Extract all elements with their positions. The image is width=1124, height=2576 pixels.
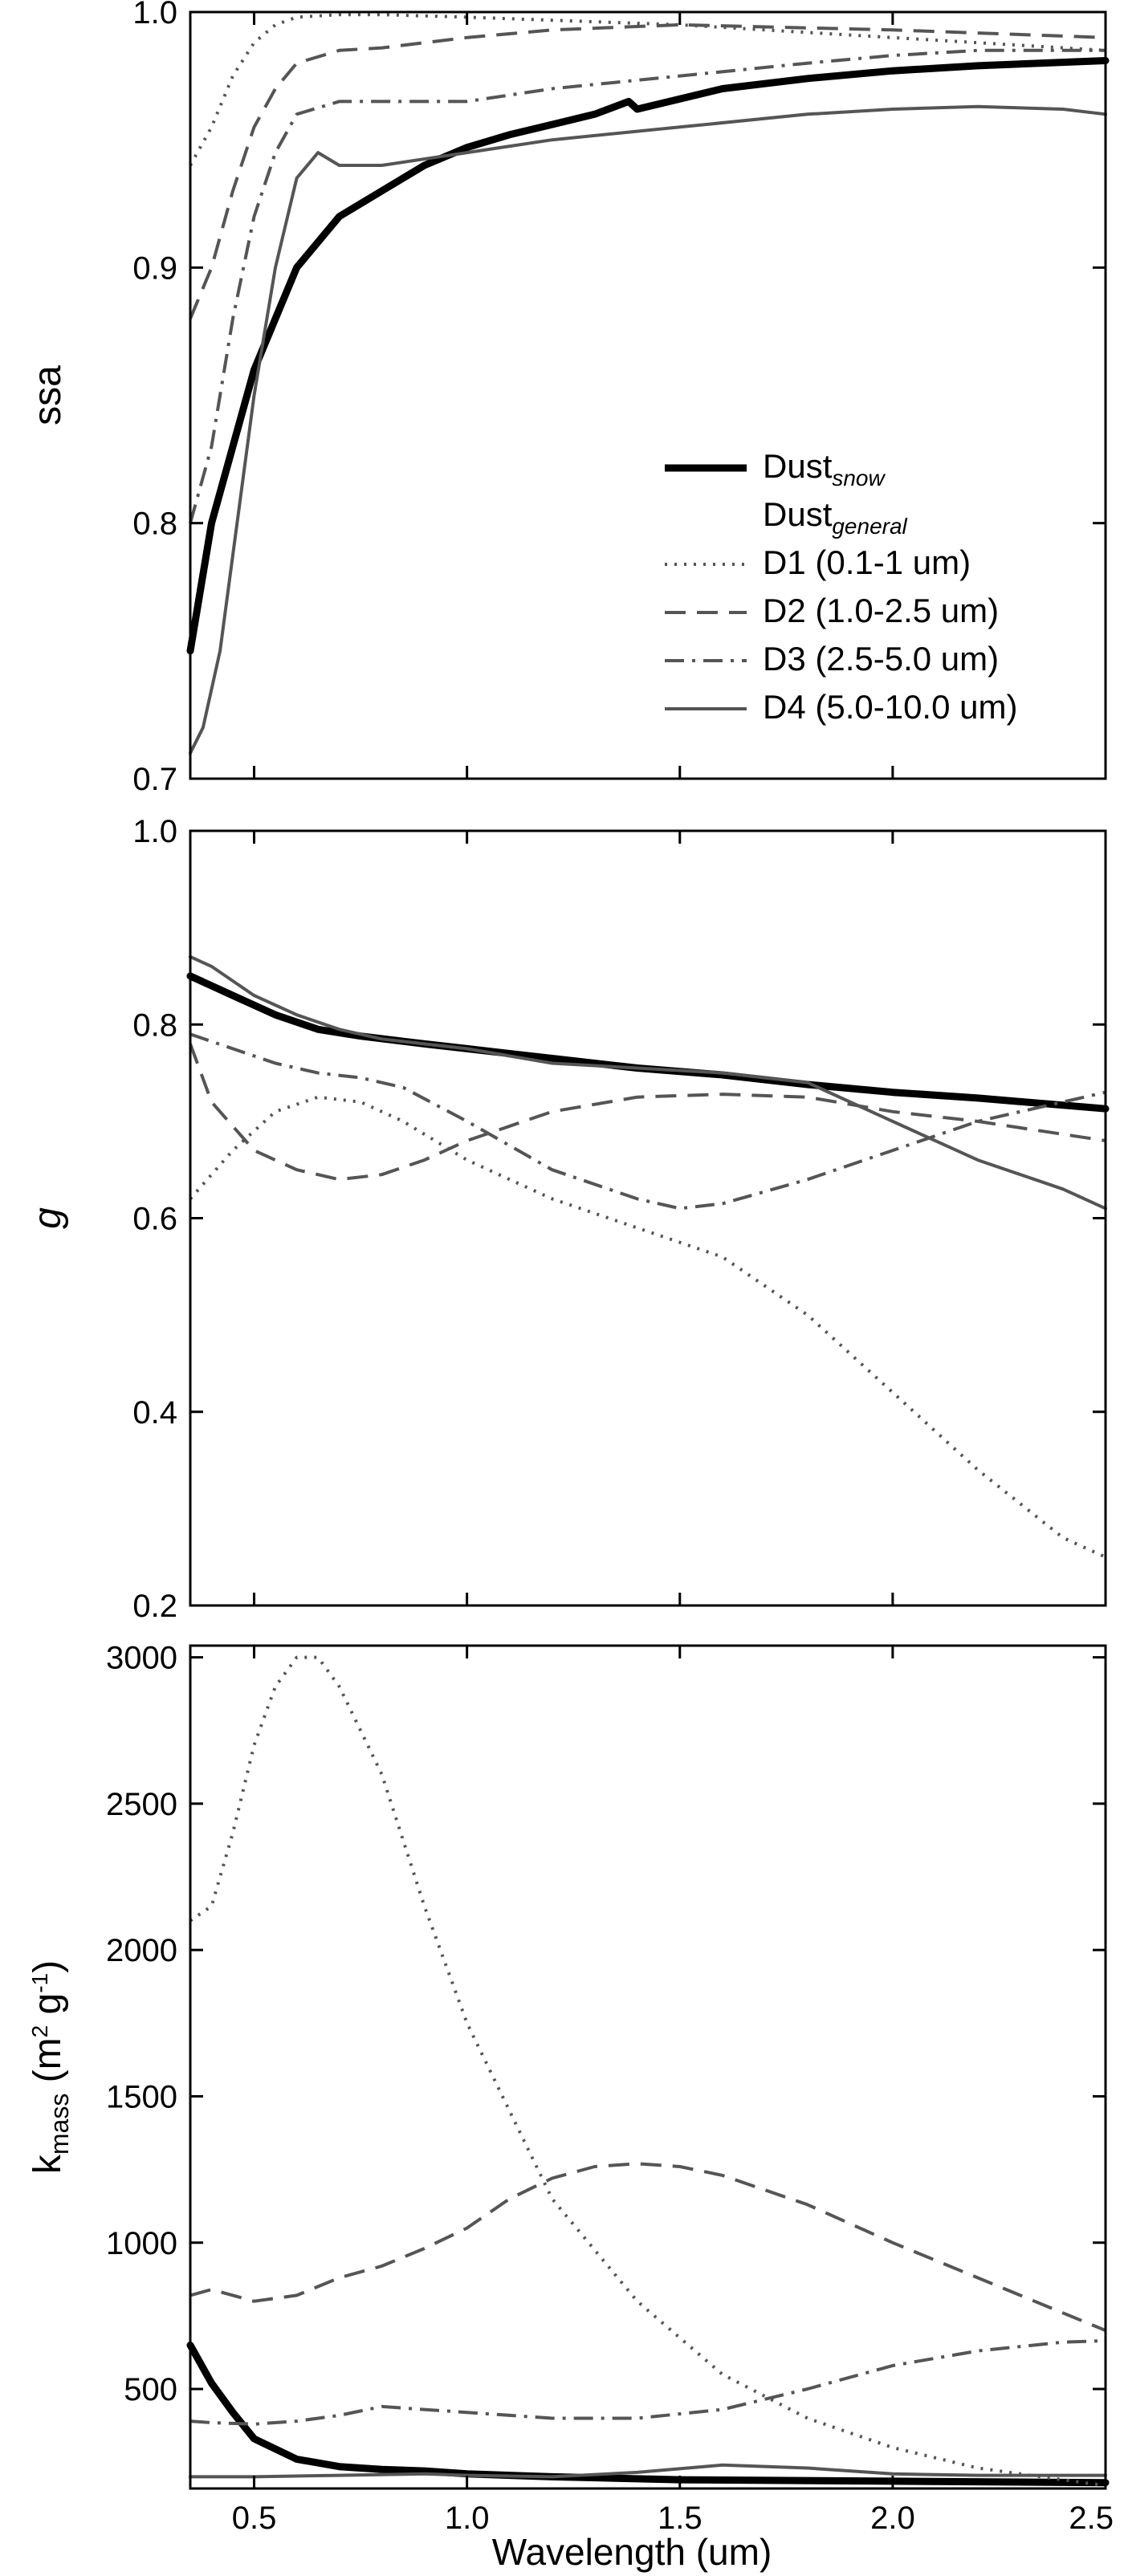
series-line-thick	[186, 972, 1110, 1113]
x-tick-label: 0.5	[232, 2501, 277, 2536]
series-line-dashed	[189, 2162, 1106, 2332]
y-axis-label: g	[26, 1207, 69, 1229]
y-tick-label: 0.6	[132, 1202, 177, 1237]
plot-frame	[189, 829, 1107, 1607]
y-tick-label: 0.9	[132, 250, 177, 286]
y-tick-label: 0.7	[132, 762, 177, 797]
legend-label: D4 (5.0-10.0 um)	[763, 688, 1017, 726]
y-tick-label: 1.0	[132, 0, 177, 31]
y-tick-label: 0.2	[132, 1589, 177, 1624]
y-tick-label: 1500	[106, 2079, 177, 2114]
legend-label: D3 (2.5-5.0 um)	[763, 640, 999, 678]
legend-label: Dustgeneral	[763, 495, 908, 539]
y-tick-label: 1000	[106, 2226, 177, 2261]
series-line-dashdot	[189, 1032, 1106, 1211]
series-line-dotted	[189, 13, 1106, 166]
x-tick-label: 2.0	[870, 2501, 915, 2536]
series-line-dotted	[189, 1095, 1106, 1559]
legend-label: D1 (0.1-1 um)	[763, 543, 971, 581]
legend: Dustsnow Dustgeneral D1 (0.1-1 um) D2 (1.0-…	[665, 447, 1017, 726]
series-line-dashdot	[189, 48, 1106, 524]
series-line-dotted	[189, 1655, 1106, 2488]
series-line-solid	[189, 954, 1107, 1211]
x-tick-label: 1.5	[658, 2501, 702, 2536]
x-tick-label: 2.5	[1069, 2501, 1114, 2536]
series-line-solid	[189, 2463, 1107, 2479]
ssa-panel: 0.7 0.8 0.9 1.0 ssa Dustsnow Dustgeneral D1 (0.…	[26, 0, 1110, 797]
series-line-dashdot	[189, 2338, 1106, 2426]
series-line-solid	[189, 104, 1107, 755]
y-tick-label: 3000	[106, 1641, 177, 1676]
y-tick-label: 2000	[106, 1933, 177, 1968]
g-panel: 0.2 0.4 0.6 0.8 1.0 g	[26, 814, 1110, 1624]
y-tick-label: 0.4	[132, 1395, 177, 1430]
kmass-panel: 0.5 1.0 1.5 2.0 2.5 500 1000 1500 2000 2500 3000 km…	[26, 1641, 1114, 2536]
y-tick-label: 0.8	[132, 1007, 177, 1043]
y-tick-label: 0.8	[132, 507, 177, 542]
plot-frame	[189, 10, 1107, 780]
x-axis-label: Wavelength (um)	[492, 2531, 772, 2573]
plot-frame	[189, 1644, 1107, 2490]
y-tick-label: 1.0	[132, 814, 177, 849]
y-tick-label: 500	[124, 2372, 177, 2407]
y-tick-label: 2500	[106, 1787, 177, 1822]
legend-label: D2 (1.0-2.5 um)	[763, 592, 999, 629]
series-line-thick	[186, 2341, 1110, 2487]
y-axis-label: ssa	[26, 365, 69, 425]
series-line-dashed	[189, 22, 1106, 319]
x-tick-label: 1.0	[445, 2501, 490, 2536]
legend-label: Dustsnow	[763, 447, 886, 490]
y-axis-label: kmass (m2 g-1)	[26, 1960, 74, 2174]
series-line-dashed	[189, 1043, 1106, 1182]
